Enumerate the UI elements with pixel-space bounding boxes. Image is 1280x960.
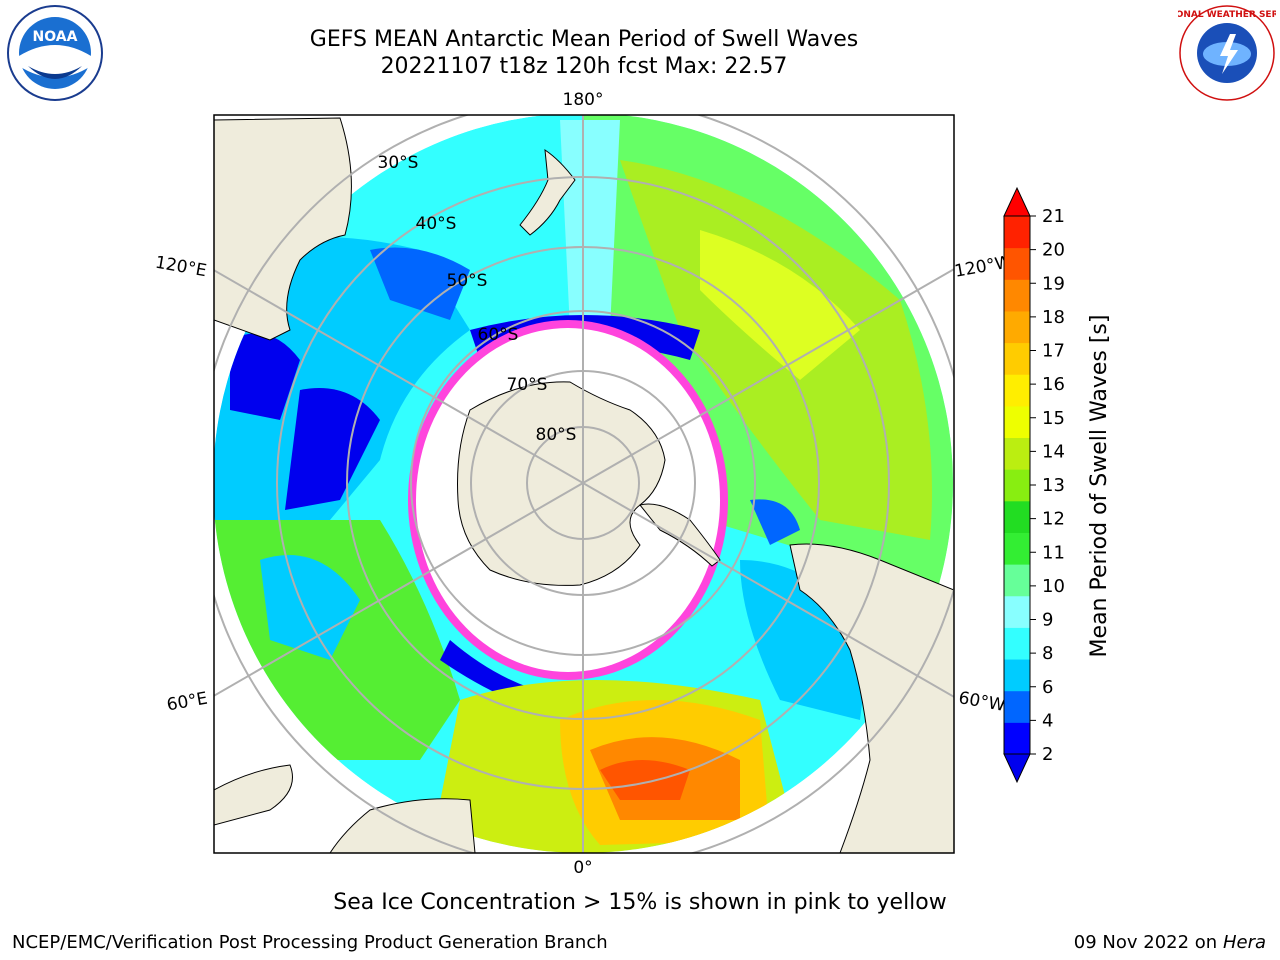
colorbar-segment [1004,722,1030,755]
colorbar-tick-label: 10 [1042,576,1065,597]
colorbar-segment [1004,247,1030,280]
colorbar-segment [1004,437,1030,470]
colorbar-segment [1004,595,1030,628]
colorbar-tick-label: 13 [1042,475,1065,496]
sea-ice-note: Sea Ice Concentration > 15% is shown in … [333,890,947,915]
madagascar-land [214,764,293,826]
colorbar-segment [1004,532,1030,565]
colorbar-segment [1004,564,1030,597]
lon-label-60e: 60°E [165,689,209,716]
colorbar-tick-label: 21 [1042,206,1065,227]
colorbar-segment [1004,342,1030,375]
lat-label-60s: 60°S [478,325,519,345]
lat-label-70s: 70°S [507,375,548,395]
colorbar-tick-label: 16 [1042,374,1065,395]
new-zealand-land [519,148,576,236]
colorbar-segment [1004,216,1030,249]
colorbar-tick-label: 14 [1042,441,1065,462]
antarctica-land [457,381,666,586]
colorbar-tick-label: 6 [1042,677,1053,698]
lat-label-30s: 30°S [378,153,419,173]
footer-date: 09 Nov 2022 on Hera [1074,932,1266,953]
lon-label-60w: 60°W [957,688,1007,716]
chart-subtitle: 20221107 t18z 120h fcst Max: 22.57 [380,54,788,79]
colorbar-segment [1004,405,1030,439]
map-body [214,115,954,853]
footer-date-text: 09 Nov 2022 on [1073,932,1218,953]
footer-host: Hera [1222,932,1266,953]
chart-title: GEFS MEAN Antarctic Mean Period of Swell… [309,27,859,52]
colorbar-segment [1004,627,1030,660]
colorbar-over-arrow [1003,186,1031,217]
lat-label-80s: 80°S [536,425,577,445]
colorbar-segment [1004,659,1030,692]
lat-label-50s: 50°S [447,271,488,291]
australia-land [214,117,352,341]
colorbar: 2 4 6 8 9 10 11 12 13 14 15 16 17 18 19 20 21 [1003,186,1065,784]
colorbar-tick-label: 8 [1042,643,1053,664]
colorbar-segment [1004,469,1030,502]
colorbar-under-arrow [1003,753,1031,784]
lon-label-0: 0° [573,858,592,878]
colorbar-segment [1004,374,1030,407]
nws-logo: NATIONAL WEATHER SERVICE [1152,4,1280,106]
lat-label-40s: 40°S [416,214,457,234]
footer-credit: NCEP/EMC/Verification Post Processing Pr… [12,932,608,953]
colorbar-segment [1004,279,1030,312]
colorbar-segment [1004,690,1030,723]
graticule [214,115,954,853]
colorbar-tick-label: 2 [1042,744,1053,765]
noaa-logo: NOAA [6,4,104,106]
colorbar-label: Mean Period of Swell Waves [s] [1087,315,1112,658]
africa-land [329,798,476,853]
colorbar-tick-label: 19 [1042,273,1065,294]
colorbar-tick-label: 4 [1042,710,1053,731]
noaa-logo-text: NOAA [33,29,78,45]
map-frame [213,114,955,854]
colorbar-tick-label: 12 [1042,509,1065,530]
lon-label-120e: 120°E [154,253,208,282]
colorbar-tick-label: 11 [1042,542,1065,563]
lon-label-180: 180° [563,90,604,110]
nws-logo-text: NATIONAL WEATHER SERVICE [1178,10,1276,20]
colorbar-tick-label: 17 [1042,341,1065,362]
colorbar-segment [1004,500,1030,533]
colorbar-segment [1004,310,1030,344]
colorbar-tick-label: 15 [1042,408,1065,429]
colorbar-tick-label: 20 [1042,240,1065,261]
colorbar-tick-label: 9 [1042,610,1053,631]
colorbar-tick-label: 18 [1042,307,1065,328]
